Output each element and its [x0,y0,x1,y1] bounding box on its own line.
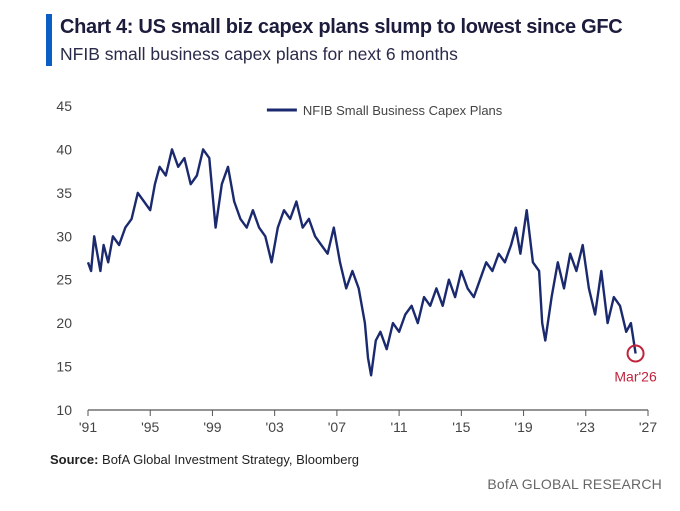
chart-subtitle: NFIB small business capex plans for next… [60,44,458,64]
source-note: Source: BofA Global Investment Strategy,… [50,452,359,467]
series-line [86,148,637,377]
x-tick-label: '27 [639,419,657,435]
source-text: BofA Global Investment Strategy, Bloombe… [98,452,360,467]
x-tick-label: '23 [577,419,595,435]
y-tick-label: 25 [56,272,72,288]
x-tick-label: '11 [391,419,408,435]
y-tick-label: 30 [56,228,72,244]
x-tick-label: '03 [266,419,284,435]
y-tick-label: 40 [56,141,72,157]
y-tick-label: 10 [56,402,72,418]
x-tick-label: '99 [203,419,221,435]
y-tick-label: 15 [56,359,72,375]
brand-label: BofA GLOBAL RESEARCH [487,476,662,492]
y-tick-label: 20 [56,315,72,331]
x-tick-label: '95 [141,419,159,435]
chart-title: Chart 4: US small biz capex plans slump … [60,16,623,38]
y-tick-label: 45 [56,98,72,114]
highlight-circle [626,344,645,363]
title-accent-bar [46,14,52,66]
y-tick-label: 35 [56,185,72,201]
x-tick-label: '15 [452,419,470,435]
source-label: Source: [50,452,99,467]
x-tick-label: '19 [514,419,532,435]
x-tick-label: '91 [79,419,97,435]
x-tick-label: '07 [328,419,346,435]
legend-label: NFIB Small Business Capex Plans [303,103,503,118]
annotation-label: Mar'26 [614,369,657,385]
